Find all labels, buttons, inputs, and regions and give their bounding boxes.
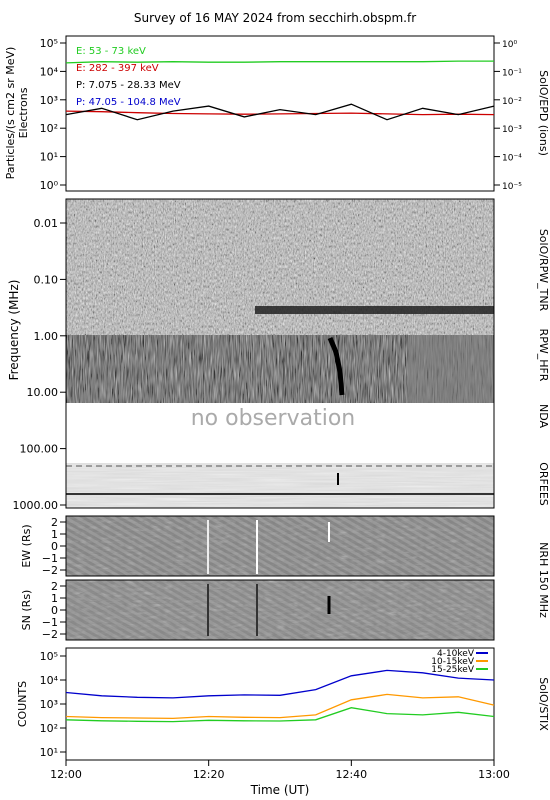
nrh-sn-noise <box>66 580 494 640</box>
nrh-label: NRH 150 MHz <box>537 542 550 618</box>
epd-legend-0: E: 53 - 73 keV <box>76 46 146 57</box>
epd-series-2 <box>65 103 495 121</box>
stix-frame <box>65 647 495 761</box>
stix-legend-2: 15-25keV <box>431 665 475 675</box>
instrument-orfees-label: ORFEES <box>537 462 550 506</box>
stix-ticks: 10⁵ 10⁴ 10³ 10² 10¹ <box>40 650 66 759</box>
epd-ylabel-line-1: Particles/(s cm2 sr MeV) <box>4 47 17 180</box>
no-observation-label: no observation <box>191 406 356 431</box>
nrh-ew-tick-label-1: 1 <box>51 528 58 541</box>
epd-legend-3: P: 47.05 - 104.8 MeV <box>76 97 181 108</box>
nrh-sn-tick-label-4: −2 <box>42 628 58 641</box>
epd-right-tick-label-4: 10⁻⁴ <box>502 154 522 164</box>
nrh-sn-ticks: 210−1−2 <box>42 580 66 641</box>
tnr-dark-band <box>255 306 494 314</box>
nrh-ew-ticks: 210−1−2 <box>42 516 66 577</box>
stix-tick-label-2: 10³ <box>40 698 58 711</box>
nda-empty <box>66 403 494 463</box>
instrument-hfr-label: RPW_HFR <box>537 329 550 382</box>
time-axis: 12:00 12:20 12:40 13:00 <box>50 760 510 781</box>
epd-series-1 <box>65 110 495 116</box>
time-tick-label-0: 12:00 <box>50 768 82 781</box>
hfr-noise <box>66 335 408 403</box>
nrh-sn-ylabel: SN (Rs) <box>20 590 33 631</box>
epd-ylabel-line-2: Electrons <box>17 87 30 138</box>
epd-series-0 <box>65 60 494 64</box>
instrument-tnr-label: SolO/RPW_TNR <box>537 229 550 312</box>
nrh-ew-tick-label-0: 2 <box>51 516 58 529</box>
hfr-radio-burst <box>327 337 345 396</box>
stix-legend-1: 10-15keV <box>431 657 475 667</box>
nrh-ew-panel: 210−1−2 EW (Rs) <box>20 515 495 577</box>
stix-series-2 <box>65 707 495 723</box>
stix-legend-0: 4-10keV <box>437 649 475 659</box>
epd-left-tick-label-0: 10⁵ <box>40 37 58 50</box>
nrh-sn-tick-label-1: 1 <box>51 592 58 605</box>
epd-legend-1: E: 282 - 397 keV <box>76 63 159 74</box>
stix-series-0 <box>65 669 495 699</box>
nrh-sn-tick-label-0: 2 <box>51 580 58 593</box>
stix-panel: 4-10keV 10-15keV 15-25keV 10⁵10⁴10³10²10… <box>16 647 550 761</box>
epd-right-ticks: 10⁰ 10⁻¹ 10⁻² 10⁻³ 10⁻⁴ 10⁻⁵ <box>494 40 522 192</box>
stix-tick-label-1: 10⁴ <box>40 674 59 687</box>
nrh-sn-panel: 210−1−2 SN (Rs) <box>20 579 495 641</box>
epd-left-ticks: 10⁵ 10⁴ 10³ 10² 10¹ 10⁰ <box>40 37 66 192</box>
stix-ylabel: COUNTS <box>16 681 29 727</box>
epd-left-tick-label-1: 10⁴ <box>40 65 59 78</box>
stix-tick-label-4: 10¹ <box>40 746 58 759</box>
stix-series-1 <box>65 693 495 720</box>
nrh-sn-tick-label-3: −1 <box>42 616 58 629</box>
radio-tick-label-3: 10.00 <box>27 386 59 399</box>
time-tick-label-1: 12:20 <box>193 768 225 781</box>
stix-tick-label-0: 10⁵ <box>40 650 58 663</box>
radio-tick-label-4: 100.00 <box>20 443 59 456</box>
epd-right-tick-label-5: 10⁻⁵ <box>502 182 522 192</box>
epd-left-tick-label-4: 10¹ <box>40 151 58 164</box>
epd-right-tick-label-2: 10⁻² <box>502 97 522 107</box>
nrh-ew-ylabel: EW (Rs) <box>20 524 33 567</box>
nrh-sn-tick-label-2: 0 <box>51 604 58 617</box>
orfees-noise <box>66 463 494 508</box>
radio-tick-label-2: 1.00 <box>34 330 59 343</box>
epd-right-tick-label-3: 10⁻³ <box>502 125 522 135</box>
radio-ylabel: Frequency (MHz) <box>7 280 21 381</box>
figure-title: Survey of 16 MAY 2024 from secchirh.obsp… <box>134 11 416 25</box>
tnr-noise <box>66 199 494 335</box>
epd-right-tick-label-1: 10⁻¹ <box>502 68 522 78</box>
nrh-ew-noise <box>66 516 494 576</box>
epd-right-tick-label-0: 10⁰ <box>502 40 517 50</box>
epd-right-label: SolO/EPD (ions) <box>537 70 550 156</box>
epd-panel: E: 53 - 73 keV E: 282 - 397 keV P: 7.075… <box>4 35 550 192</box>
epd-left-tick-label-3: 10² <box>40 122 58 135</box>
instrument-nda-label: NDA <box>537 404 550 429</box>
stix-series-group <box>65 669 495 723</box>
radio-tick-label-0: 0.01 <box>34 217 59 230</box>
radio-panel: no observation 0.01 0.10 1.00 10.00 100.00 10… <box>7 198 550 512</box>
time-tick-label-3: 13:00 <box>478 768 510 781</box>
epd-left-tick-label-5: 10⁰ <box>40 179 59 192</box>
time-tick-label-2: 12:40 <box>335 768 367 781</box>
time-axis-label: Time (UT) <box>250 783 310 797</box>
radio-frame <box>65 198 495 509</box>
epd-left-tick-label-2: 10³ <box>40 94 58 107</box>
radio-tick-label-1: 0.10 <box>34 273 59 286</box>
epd-legend-2: P: 7.075 - 28.33 MeV <box>76 80 181 91</box>
hfr-flat-noise <box>408 335 494 403</box>
nrh-ew-tick-label-4: −2 <box>42 564 58 577</box>
radio-ticks: 0.01 0.10 1.00 10.00 100.00 1000.00 <box>13 217 66 512</box>
stix-right-label: SolO/STIX <box>537 677 550 731</box>
nrh-ew-tick-label-2: 0 <box>51 540 58 553</box>
nrh-ew-tick-label-3: −1 <box>42 552 58 565</box>
radio-tick-label-5: 1000.00 <box>13 499 59 512</box>
stix-tick-label-3: 10² <box>40 722 58 735</box>
epd-series-group <box>65 60 495 121</box>
